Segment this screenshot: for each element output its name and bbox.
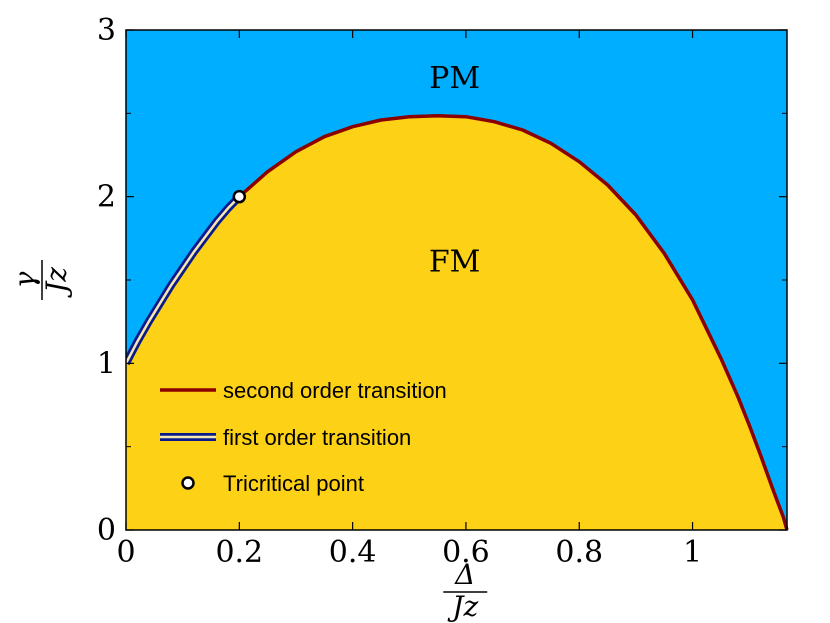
legend-swatch-tricritical	[181, 476, 195, 490]
x-tick-label: 1	[683, 535, 702, 570]
y-tick-label: 2	[97, 180, 116, 215]
x-tick-label: 0.2	[215, 535, 263, 570]
y-axis-label-numerator: γ	[8, 271, 41, 288]
y-tick-label: 0	[97, 513, 116, 548]
x-tick-label: 0	[116, 535, 135, 570]
x-tick-label: 0.6	[442, 535, 490, 570]
legend-label-first-order: first order transition	[223, 425, 411, 450]
y-tick-label: 3	[97, 13, 116, 48]
region-label-fm: FM	[429, 244, 481, 279]
tricritical-point-marker	[232, 189, 247, 204]
legend: second order transition first order trans…	[160, 378, 447, 496]
first-order-transition-inner-line	[126, 195, 241, 364]
y-tick-label: 1	[97, 346, 116, 381]
y-axis-label: γ Jz	[8, 260, 73, 300]
region-label-pm: PM	[429, 61, 480, 96]
fm-region	[126, 115, 787, 530]
second-order-transition-line	[238, 114, 789, 531]
y-axis-label-denominator: Jz	[40, 267, 73, 298]
x-axis-label-denominator: Jz	[447, 590, 478, 623]
x-axis-label-numerator: Δ	[454, 558, 475, 591]
x-tick-label: 0.8	[555, 535, 603, 570]
plot-area: PM FM	[126, 30, 789, 531]
legend-label-second-order: second order transition	[223, 378, 447, 403]
x-tick-label: 0.4	[329, 535, 377, 570]
legend-label-tricritical: Tricritical point	[223, 471, 364, 496]
